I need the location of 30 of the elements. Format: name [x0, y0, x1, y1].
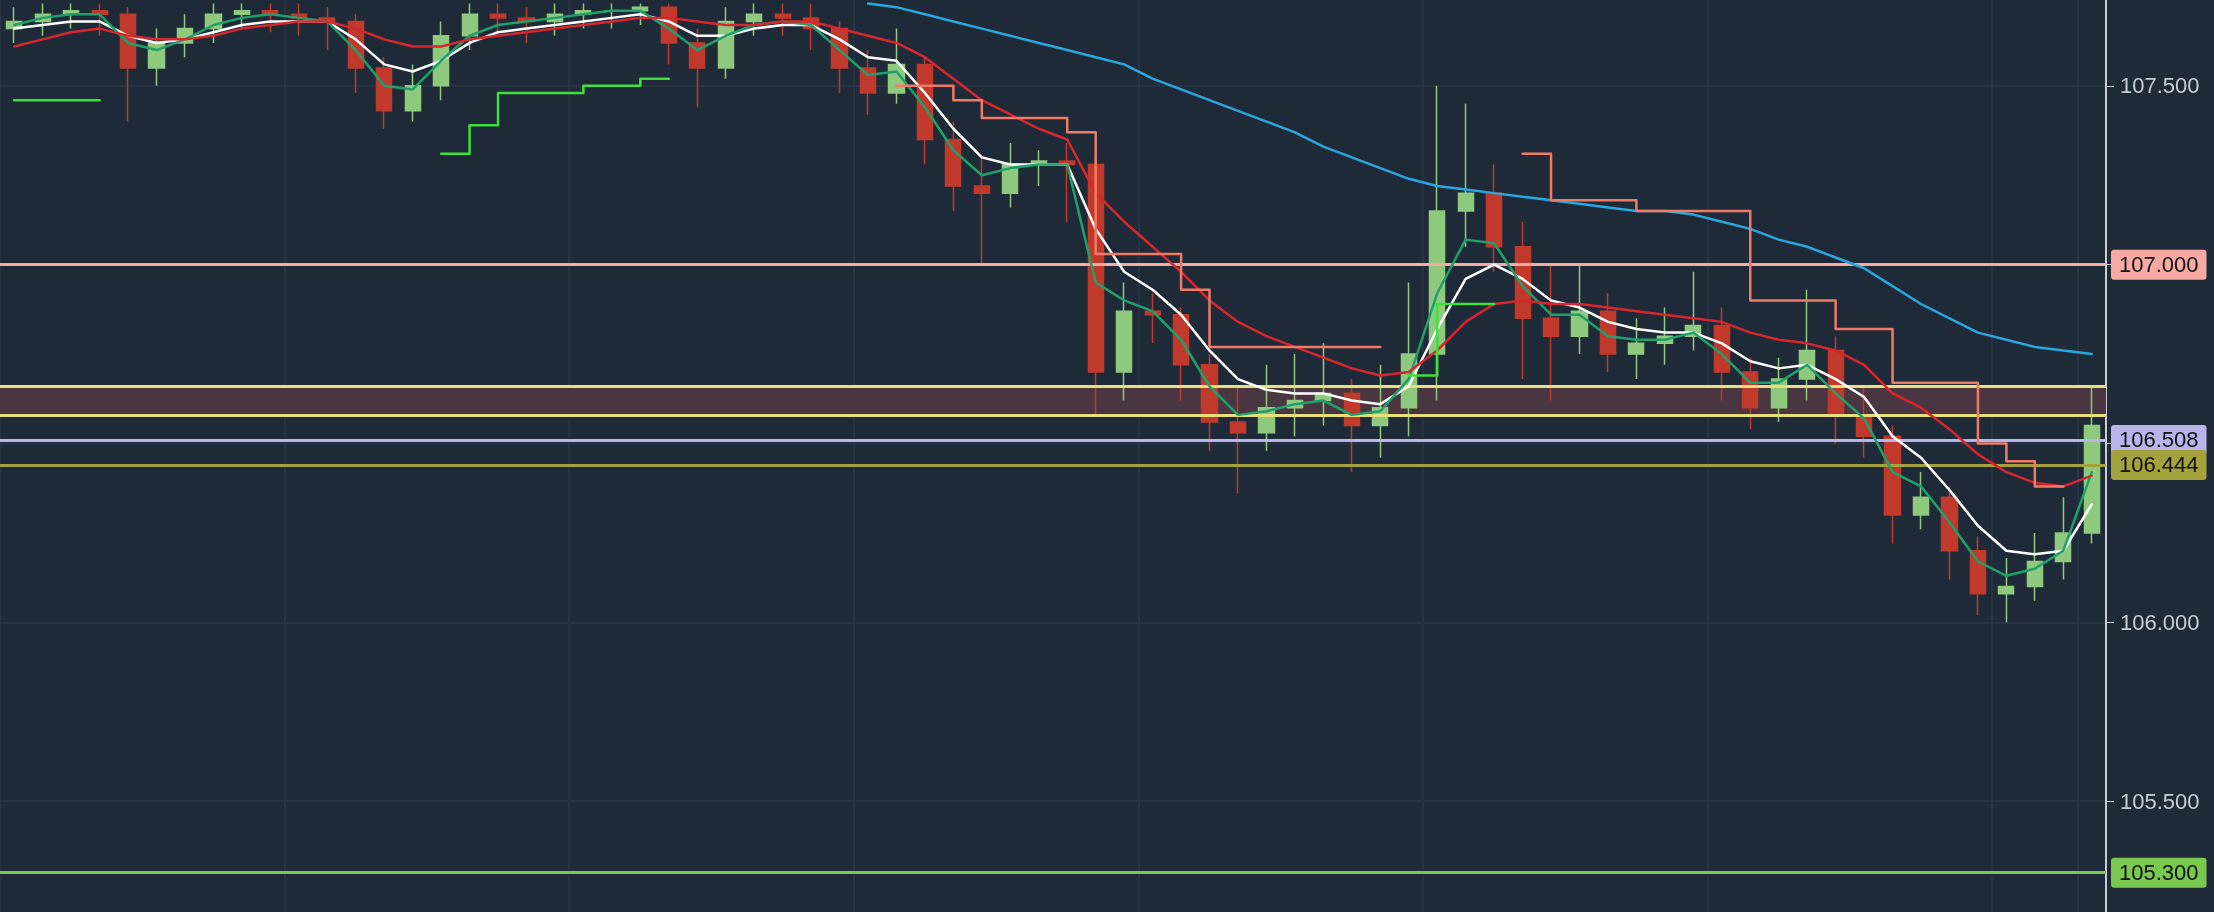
candlestick [1115, 281, 1133, 402]
candlestick [1457, 102, 1475, 248]
candlestick [1229, 385, 1247, 495]
ref-line-label: 106.444 [2119, 452, 2199, 478]
candlestick [774, 2, 792, 37]
candlestick [944, 120, 962, 212]
ref-line-label: 105.300 [2119, 860, 2199, 886]
candlestick [1997, 557, 2015, 624]
candlestick [1542, 263, 1560, 402]
candlestick [404, 63, 422, 123]
candlestick [1969, 535, 1987, 616]
y-tick-label: 107.500 [2120, 73, 2200, 99]
candlestick [1912, 471, 1930, 531]
candlestick [1627, 317, 1645, 380]
ref-line-label: 106.508 [2119, 427, 2199, 453]
candlestick [461, 2, 479, 51]
candlestick [233, 2, 251, 30]
y-tick-label: 105.500 [2120, 788, 2200, 814]
ref-line-label: 107.000 [2119, 252, 2199, 278]
candlestick [745, 2, 763, 37]
line-series [866, 2, 2094, 356]
candlestick [1485, 163, 1503, 273]
candlestick [1940, 485, 1959, 581]
candlestick [375, 56, 393, 130]
candlestick [1058, 142, 1076, 223]
candlestick [688, 27, 706, 109]
candlestick [489, 2, 507, 37]
candlestick [973, 156, 991, 266]
candlestick [859, 49, 877, 116]
y-tick-label: 106.000 [2120, 609, 2200, 635]
